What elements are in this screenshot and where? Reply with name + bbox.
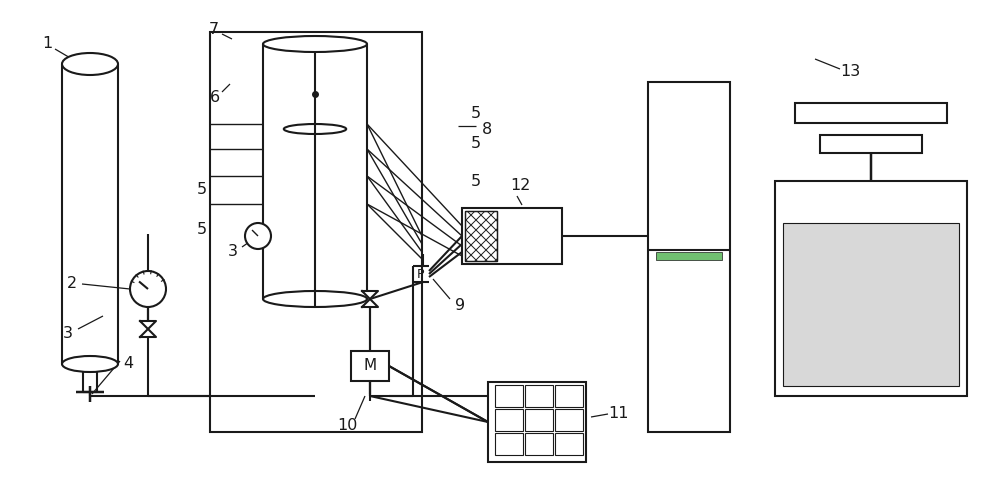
- Text: 5: 5: [197, 182, 207, 197]
- Bar: [555, 385, 583, 407]
- Bar: [648, 82, 730, 432]
- Bar: [465, 211, 497, 261]
- Text: 9: 9: [455, 299, 465, 314]
- Bar: [783, 223, 959, 386]
- Bar: [775, 181, 967, 396]
- Text: M: M: [363, 359, 377, 374]
- Ellipse shape: [245, 223, 271, 249]
- Bar: [495, 385, 523, 407]
- Text: 5: 5: [471, 106, 481, 121]
- Bar: [656, 252, 722, 260]
- Ellipse shape: [62, 53, 118, 75]
- Text: 5: 5: [471, 173, 481, 188]
- Text: 10: 10: [337, 419, 357, 434]
- Text: 5: 5: [197, 222, 207, 237]
- Bar: [462, 208, 562, 264]
- Text: 11: 11: [608, 407, 628, 422]
- Bar: [351, 351, 389, 381]
- Bar: [488, 382, 586, 462]
- Bar: [210, 32, 422, 432]
- Text: 3: 3: [63, 326, 73, 341]
- Polygon shape: [140, 329, 156, 337]
- Text: 1: 1: [42, 36, 52, 51]
- Ellipse shape: [130, 271, 166, 307]
- Bar: [555, 433, 583, 455]
- Text: 7: 7: [209, 21, 219, 36]
- Bar: [555, 409, 583, 431]
- Text: P: P: [416, 268, 424, 281]
- Text: 6: 6: [210, 90, 220, 105]
- Bar: [465, 211, 497, 261]
- Bar: [525, 433, 553, 455]
- Bar: [820, 135, 922, 153]
- Polygon shape: [140, 321, 156, 329]
- Ellipse shape: [263, 36, 367, 52]
- Text: 13: 13: [840, 64, 860, 79]
- Bar: [525, 409, 553, 431]
- Bar: [795, 103, 947, 123]
- Text: 4: 4: [123, 357, 133, 372]
- Bar: [525, 385, 553, 407]
- Ellipse shape: [284, 124, 346, 134]
- Text: 2: 2: [67, 276, 77, 291]
- Bar: [495, 433, 523, 455]
- Text: 8: 8: [482, 121, 492, 136]
- Ellipse shape: [62, 356, 118, 372]
- Polygon shape: [362, 291, 378, 299]
- Bar: [495, 409, 523, 431]
- Text: 12: 12: [510, 179, 530, 194]
- Polygon shape: [362, 299, 378, 307]
- Text: 3: 3: [228, 244, 238, 259]
- Bar: [465, 211, 497, 261]
- Text: 5: 5: [471, 136, 481, 151]
- Ellipse shape: [263, 291, 367, 307]
